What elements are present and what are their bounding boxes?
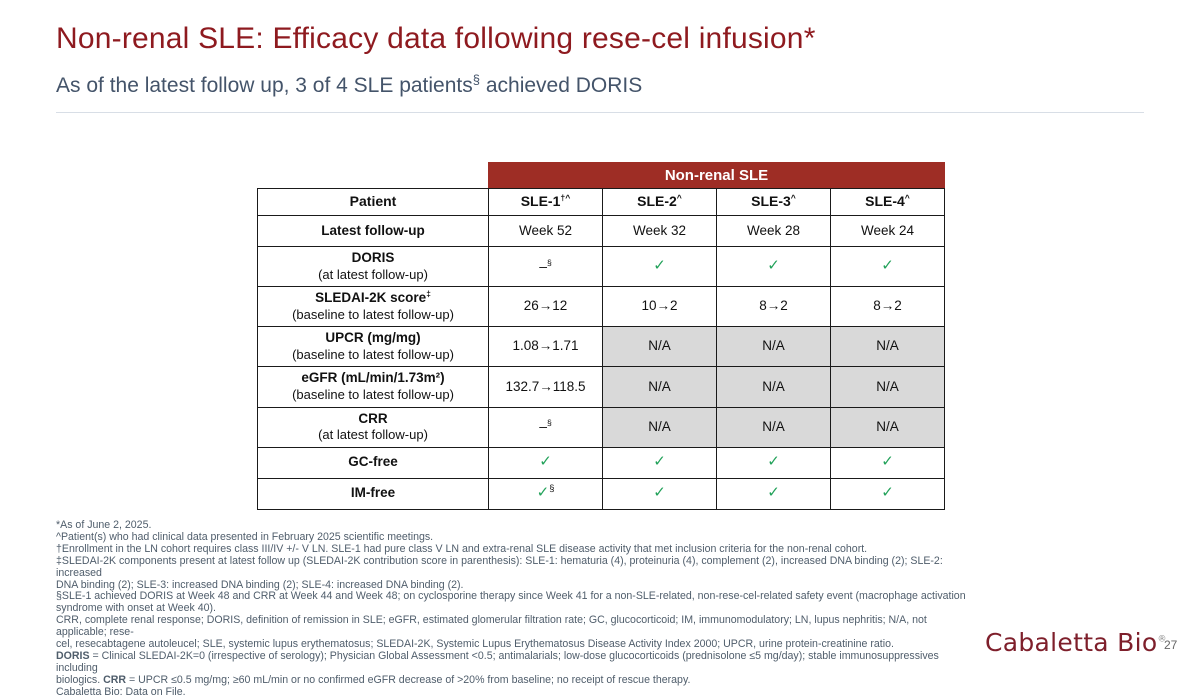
table-cell: ✓ bbox=[830, 245, 945, 288]
row-label: DORIS (at latest follow-up) bbox=[257, 245, 489, 288]
table-cell: Week 24 bbox=[830, 215, 945, 247]
row-label: Latest follow-up bbox=[257, 215, 489, 247]
table-cell: Week 52 bbox=[488, 215, 603, 247]
table-cell: ✓ bbox=[716, 245, 831, 288]
logo-text: Cabaletta Bio bbox=[985, 628, 1158, 657]
table-cell: ✓ bbox=[716, 477, 831, 510]
table-cell: 8→2 bbox=[716, 286, 831, 328]
table-cell: –§ bbox=[488, 245, 603, 288]
footnote-line: †Enrollment in the LN cohort requires cl… bbox=[56, 542, 868, 555]
efficacy-table: Patient SLE-1†^ SLE-2^ SLE-3^ SLE-4^ Latest … bbox=[257, 188, 945, 510]
row-label: UPCR (mg/mg) (baseline to latest follow-u… bbox=[257, 326, 489, 368]
table-cell: 8→2 bbox=[830, 286, 945, 328]
column-header: Patient bbox=[257, 188, 489, 216]
subtitle-text-end: achieved DORIS bbox=[480, 74, 643, 97]
table-cell: ✓§ bbox=[488, 477, 603, 510]
table-cell: ✓ bbox=[716, 446, 831, 479]
table-cell: ✓ bbox=[830, 477, 945, 510]
table-cell: ✓ bbox=[830, 446, 945, 479]
table-row: UPCR (mg/mg) (baseline to latest follow-u… bbox=[257, 326, 945, 368]
table-row: IM-free ✓§ ✓ ✓ ✓ bbox=[257, 477, 945, 510]
table-cell: ✓ bbox=[602, 477, 717, 510]
footnotes: *As of June 2, 2025. ^Patient(s) who had … bbox=[56, 519, 971, 699]
column-header: SLE-1†^ bbox=[488, 188, 603, 216]
footnote-line: cel, resecabtagene autoleucel; SLE, syst… bbox=[56, 638, 894, 651]
slide-subtitle: As of the latest follow up, 3 of 4 SLE p… bbox=[56, 72, 643, 98]
column-header: SLE-4^ bbox=[830, 188, 945, 216]
table-cell: ✓ bbox=[602, 245, 717, 288]
table-row: SLEDAI-2K score‡ (baseline to latest foll… bbox=[257, 286, 945, 328]
footnote-line: ‡SLEDAI-2K components present at latest … bbox=[56, 554, 943, 579]
table-cell: N/A bbox=[830, 406, 945, 448]
table-row: CRR (at latest follow-up) –§ N/A N/A N/A bbox=[257, 406, 945, 448]
table-row: DORIS (at latest follow-up) –§ ✓ ✓ ✓ bbox=[257, 245, 945, 288]
table-cell: Week 32 bbox=[602, 215, 717, 247]
column-header: SLE-3^ bbox=[716, 188, 831, 216]
table-cell: ✓ bbox=[602, 446, 717, 479]
table-body: Latest follow-up Week 52 Week 32 Week 28 Wee… bbox=[257, 215, 945, 510]
table-row: GC-free ✓ ✓ ✓ ✓ bbox=[257, 446, 945, 479]
table-row: eGFR (mL/min/1.73m²) (baseline to latest … bbox=[257, 366, 945, 408]
table-cell: 10→2 bbox=[602, 286, 717, 328]
slide-title: Non-renal SLE: Efficacy data following r… bbox=[56, 22, 816, 55]
table-header-row: Patient SLE-1†^ SLE-2^ SLE-3^ SLE-4^ bbox=[257, 188, 945, 216]
cabaletta-bio-logo: Cabaletta Bio® bbox=[985, 628, 1167, 657]
table-cell: N/A bbox=[830, 326, 945, 368]
footnote-line: DNA binding (2); SLE-3: increased DNA bi… bbox=[56, 578, 464, 591]
table-cell: N/A bbox=[830, 366, 945, 408]
footnote-line: *As of June 2, 2025. bbox=[56, 519, 152, 531]
table-cell: –§ bbox=[488, 406, 603, 448]
table-cell: N/A bbox=[602, 366, 717, 408]
table-cell: Week 28 bbox=[716, 215, 831, 247]
table-banner: Non-renal SLE bbox=[488, 162, 945, 188]
table-cell: N/A bbox=[602, 406, 717, 448]
footnote-line: §SLE-1 achieved DORIS at Week 48 and CRR… bbox=[56, 590, 966, 603]
footnote-line: DORIS = Clinical SLEDAI-2K=0 (irrespecti… bbox=[56, 649, 939, 674]
footnote-line: syndrome with onset at Week 40). bbox=[56, 602, 216, 615]
registered-mark: ® bbox=[1157, 634, 1167, 645]
footnote-line: Cabaletta Bio: Data on File. bbox=[56, 685, 186, 698]
table-row: Latest follow-up Week 52 Week 32 Week 28 Wee… bbox=[257, 215, 945, 247]
row-label: CRR (at latest follow-up) bbox=[257, 406, 489, 448]
table-cell: 132.7→118.5 bbox=[488, 366, 603, 408]
efficacy-table-wrap: Non-renal SLE Patient SLE-1†^ SLE-2^ SLE-3^… bbox=[257, 162, 947, 510]
row-label: GC-free bbox=[257, 446, 489, 479]
table-cell: 1.08→1.71 bbox=[488, 326, 603, 368]
footnote-line: CRR, complete renal response; DORIS, def… bbox=[56, 614, 927, 639]
table-cell: 26→12 bbox=[488, 286, 603, 328]
table-cell: N/A bbox=[602, 326, 717, 368]
row-label: IM-free bbox=[257, 477, 489, 510]
row-label: eGFR (mL/min/1.73m²) (baseline to latest … bbox=[257, 366, 489, 408]
table-cell: N/A bbox=[716, 366, 831, 408]
footnote-line: biologics. CRR = UPCR ≤0.5 mg/mg; ≥60 mL… bbox=[56, 673, 691, 686]
table-cell: N/A bbox=[716, 406, 831, 448]
subtitle-text: As of the latest follow up, 3 of 4 SLE p… bbox=[56, 74, 473, 97]
page-number: 27 bbox=[1164, 638, 1178, 652]
divider bbox=[56, 112, 1144, 113]
footnote-line: ^Patient(s) who had clinical data presen… bbox=[56, 530, 434, 543]
table-cell: N/A bbox=[716, 326, 831, 368]
row-label: SLEDAI-2K score‡ (baseline to latest foll… bbox=[257, 286, 489, 328]
column-header: SLE-2^ bbox=[602, 188, 717, 216]
table-cell: ✓ bbox=[488, 446, 603, 479]
subtitle-footnote-marker: § bbox=[472, 72, 480, 87]
